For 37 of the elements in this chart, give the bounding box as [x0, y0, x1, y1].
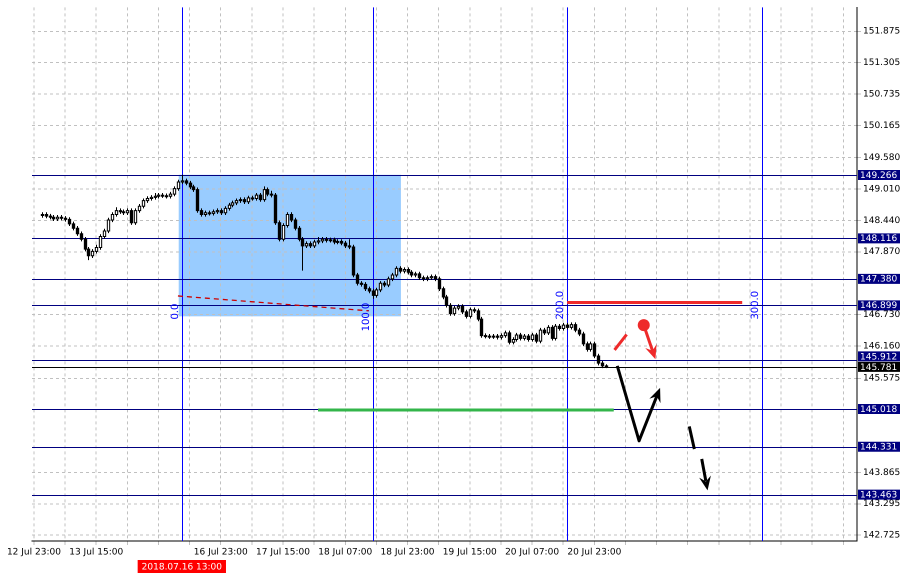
y-tick-label: 143.865	[863, 468, 900, 478]
x-tick-label: 17 Jul 15:00	[256, 547, 310, 558]
ref-line-label: 149.266	[860, 170, 898, 181]
x-tick-label: 18 Jul 23:00	[380, 547, 435, 558]
y-tick-label: 146.160	[863, 341, 900, 352]
annotation: 300.0	[750, 290, 762, 320]
x-tick-label: 19 Jul 15:00	[442, 547, 498, 558]
x-tick-label: 12 Jul 23:00	[6, 547, 62, 558]
ref-line-label: 147.380	[860, 274, 898, 285]
y-tick-label: 145.575	[863, 374, 900, 384]
ref-line-label: 144.331	[860, 442, 898, 453]
y-tick-label: 143.295	[863, 499, 900, 510]
y-tick-label: 150.735	[863, 89, 900, 100]
y-tick-label: 150.165	[863, 120, 900, 131]
y-tick-label: 151.305	[863, 58, 900, 68]
x-tick-label: 16 Jul 23:00	[194, 547, 248, 558]
ref-line-label: 145.912	[860, 352, 898, 362]
x-tick-label: 20 Jul 07:00	[505, 547, 560, 558]
annotation: 100.0	[361, 302, 372, 332]
ref-line-label: 143.463	[860, 490, 898, 500]
ref-line-label: 145.018	[860, 404, 898, 415]
y-tick-label: 148.440	[863, 216, 900, 226]
ref-line-label: 148.116	[860, 234, 898, 244]
y-tick-label: 142.725	[863, 530, 900, 541]
x-tick-label: 18 Jul 07:00	[318, 547, 373, 558]
y-tick-label: 147.870	[863, 247, 900, 258]
annotation: 0.0	[170, 304, 182, 320]
y-tick-label: 146.730	[863, 310, 900, 320]
y-tick-label: 149.010	[863, 184, 900, 194]
ref-line-label: 146.899	[860, 301, 898, 312]
annotation: 200.0	[555, 290, 566, 320]
y-tick-label: 149.580	[863, 153, 900, 164]
x-tick-label: 20 Jul 23:00	[567, 547, 622, 558]
y-tick-label: 151.875	[863, 26, 900, 37]
x-tick-label: 13 Jul 15:00	[69, 547, 124, 558]
ref-line-label: 145.781	[860, 362, 898, 373]
x-tick-label: 2018.07.16 13:00	[142, 562, 222, 572]
